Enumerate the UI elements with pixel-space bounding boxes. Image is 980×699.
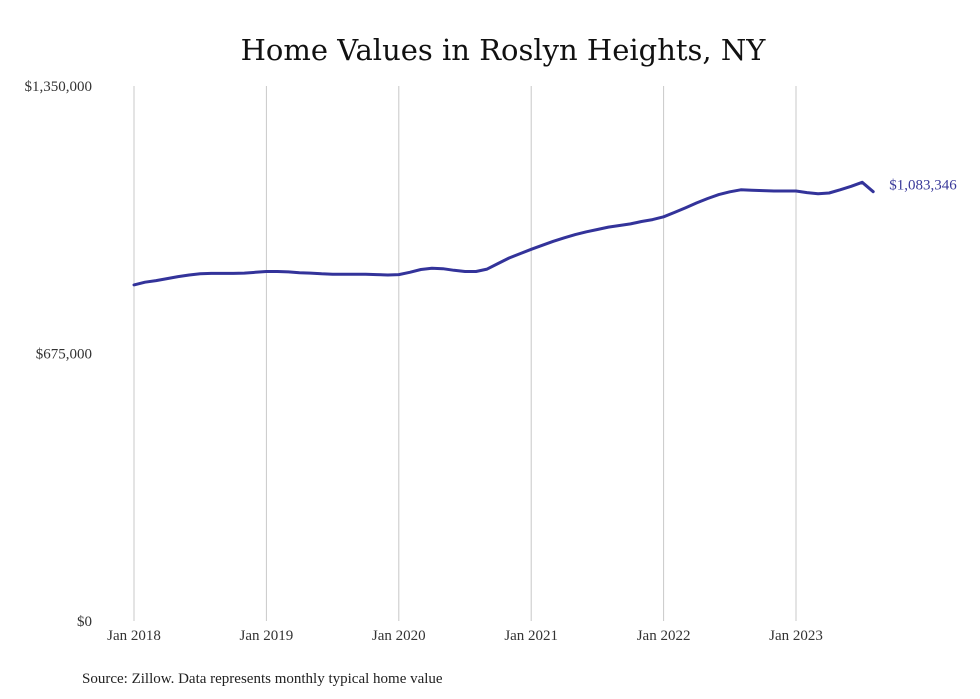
chart-title: Home Values in Roslyn Heights, NY: [241, 33, 767, 67]
x-tick-label: Jan 2020: [372, 628, 426, 644]
gridlines: [133, 86, 797, 621]
x-tick-label: Jan 2022: [637, 628, 691, 644]
x-tick-label: Jan 2023: [769, 628, 823, 644]
y-tick-label: $0: [77, 614, 92, 630]
y-tick-label: $1,350,000: [25, 79, 93, 95]
x-tick-label: Jan 2018: [107, 628, 161, 644]
y-tick-label: $675,000: [36, 347, 92, 363]
y-axis-ticks: $0 $675,000 $1,350,000: [25, 79, 93, 630]
latest-value-label: $1,083,346: [889, 178, 957, 194]
source-note: Source: Zillow. Data represents monthly …: [82, 671, 443, 687]
x-tick-label: Jan 2021: [504, 628, 558, 644]
home-value-series-line: [132, 180, 875, 287]
x-tick-label: Jan 2019: [240, 628, 294, 644]
x-axis-ticks: Jan 2018 Jan 2019 Jan 2020 Jan 2021 Jan 2022…: [107, 628, 823, 644]
